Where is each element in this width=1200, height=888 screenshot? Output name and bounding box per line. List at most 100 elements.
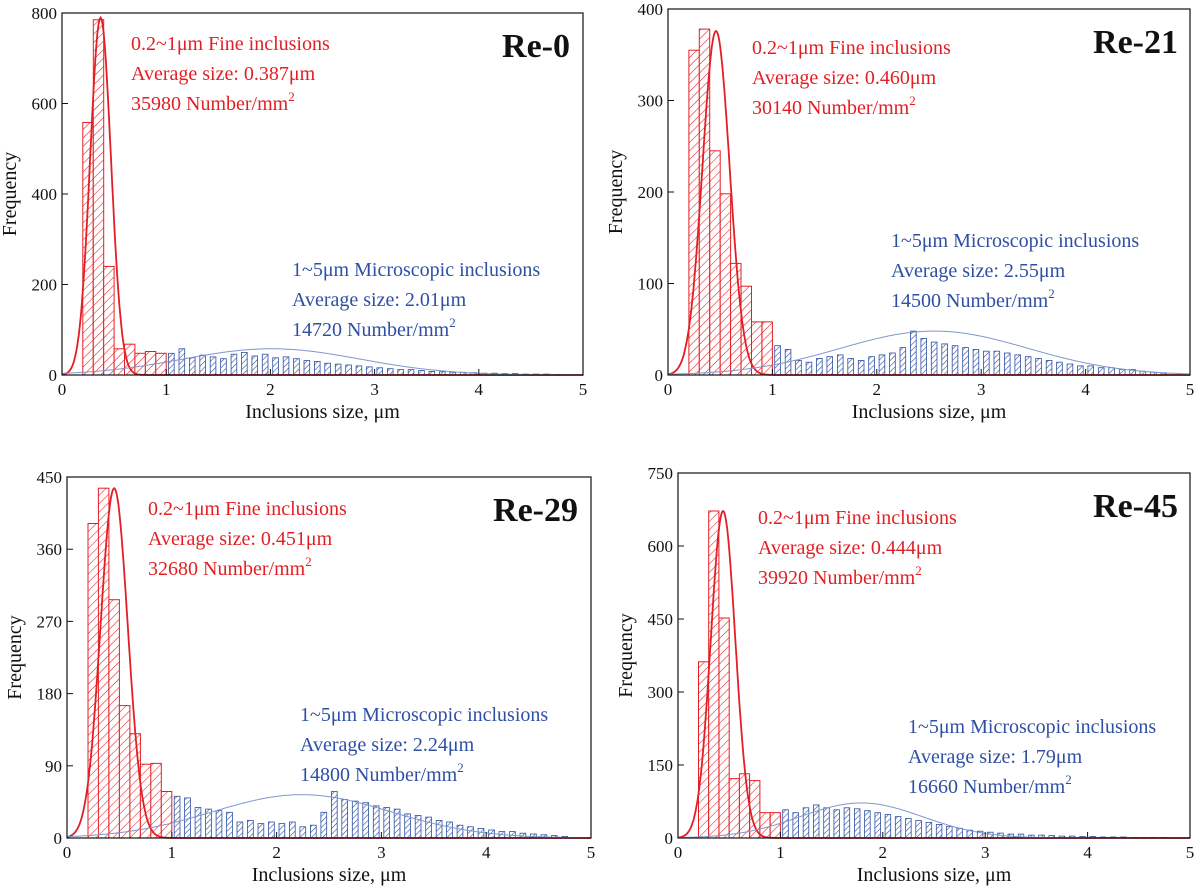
y-tick-label: 360 (37, 540, 63, 559)
x-tick-label: 4 (1081, 380, 1090, 399)
y-tick-label: 180 (37, 685, 63, 704)
fine-bar (769, 812, 781, 839)
micro-bar (268, 821, 275, 839)
micro-bar (946, 825, 953, 839)
micro-bar (826, 356, 834, 376)
micro-annotation-density-value: 14800 Number/mm (300, 764, 458, 786)
x-tick-label: 0 (58, 380, 67, 399)
x-tick-label: 4 (1083, 843, 1092, 862)
y-tick-label: 100 (638, 275, 664, 294)
micro-annotation-density: 14800 Number/mm2 (300, 760, 464, 786)
x-tick-label: 1 (162, 380, 171, 399)
y-axis-label: Frequency (0, 152, 21, 236)
fine-annotation-average-size: Average size: 0.444μm (758, 537, 943, 559)
fine-annotation-density: 39920 Number/mm2 (758, 563, 922, 589)
x-tick-label: 4 (482, 843, 491, 862)
micro-bar (173, 795, 181, 839)
micro-annotation-density-exponent: 2 (1065, 772, 1072, 787)
micro-bar (905, 818, 912, 839)
y-tick-label: 600 (32, 95, 58, 114)
micro-bar (236, 821, 244, 839)
micro-bar (446, 821, 453, 839)
micro-annotation-density-exponent: 2 (457, 760, 464, 775)
x-tick-label: 3 (977, 380, 986, 399)
x-axis-label: Inclusions size, μm (245, 401, 400, 423)
micro-bar (226, 811, 233, 839)
micro-bar (1045, 359, 1053, 376)
micro-bar (1056, 361, 1063, 376)
chart-panel-re-21: 0 1 2 3 4 5 0 100 200 300 400 Inclusions size, μm Fr… (605, 0, 1194, 423)
micro-bar (272, 357, 279, 376)
micro-bar (1024, 356, 1032, 376)
micro-bar (1087, 365, 1095, 376)
micro-annotation-density-value: 16660 Number/mm (908, 776, 1066, 798)
micro-bar (951, 345, 959, 376)
x-tick-label: 5 (1186, 843, 1195, 862)
fine-bar (718, 617, 730, 839)
micro-bar (823, 807, 830, 839)
micro-bar (199, 354, 206, 376)
micro-bar (857, 359, 865, 376)
fine-annotation-density-exponent: 2 (305, 554, 312, 569)
fine-bar (719, 193, 732, 376)
x-tick-label: 2 (873, 380, 882, 399)
micro-bar (303, 360, 311, 376)
micro-annotation-density: 16660 Number/mm2 (908, 772, 1072, 798)
micro-bar (1066, 363, 1074, 376)
micro-bar (837, 354, 844, 376)
x-tick-label: 0 (674, 843, 683, 862)
y-tick-label: 0 (49, 366, 58, 385)
micro-bar (1077, 365, 1084, 376)
y-axis-label: Frequency (615, 613, 637, 697)
micro-bar (477, 828, 485, 839)
micro-bar (972, 348, 980, 376)
micro-bar (935, 824, 943, 839)
micro-bar (435, 820, 443, 839)
y-tick-label: 600 (648, 537, 674, 556)
micro-bar (983, 350, 990, 376)
micro-bar (915, 820, 922, 839)
micro-bar (345, 364, 352, 376)
micro-bar (215, 810, 223, 839)
fine-bar (738, 773, 751, 839)
micro-annotation-density: 14500 Number/mm2 (891, 286, 1055, 312)
fine-annotation-title: 0.2~1μm Fine inclusions (131, 33, 330, 55)
micro-bar (324, 362, 331, 376)
fine-annotation-title: 0.2~1μm Fine inclusions (148, 498, 347, 520)
x-tick-label: 1 (168, 843, 177, 862)
x-tick-label: 5 (587, 843, 596, 862)
fine-annotation-title: 0.2~1μm Fine inclusions (758, 507, 957, 529)
micro-bar (355, 365, 363, 376)
fine-annotation-density-value: 32680 Number/mm (148, 558, 306, 580)
micro-bar (956, 827, 963, 839)
fine-bar (113, 348, 125, 376)
fine-bar (688, 49, 700, 376)
fine-annotation-average-size: Average size: 0.387μm (131, 63, 316, 85)
fine-annotation-average-size: Average size: 0.460μm (752, 67, 937, 89)
fine-annotation-density: 30140 Number/mm2 (752, 93, 916, 119)
micro-bar (288, 821, 296, 839)
fine-annotation-density-exponent: 2 (909, 93, 916, 108)
y-tick-label: 90 (45, 757, 62, 776)
micro-bar (309, 824, 317, 839)
x-tick-label: 3 (981, 843, 990, 862)
micro-bar (334, 363, 342, 376)
y-tick-label: 0 (655, 366, 664, 385)
micro-bar (993, 350, 1001, 376)
micro-bar (884, 814, 892, 839)
micro-annotation-average-size: Average size: 2.55μm (891, 260, 1066, 282)
micro-bar (376, 367, 383, 376)
panel-title: Re-45 (1093, 488, 1178, 525)
micro-bar (313, 360, 321, 376)
micro-bar (278, 823, 286, 839)
fine-annotation-density-value: 39920 Number/mm (758, 567, 916, 589)
fine-annotation-title: 0.2~1μm Fine inclusions (752, 37, 951, 59)
fine-bar (118, 705, 131, 839)
fine-bar (97, 487, 110, 839)
micro-bar (366, 366, 373, 376)
micro-bar (209, 356, 217, 376)
fine-bar (134, 352, 146, 376)
micro-bar (962, 347, 969, 376)
fine-bar (730, 262, 742, 376)
y-axis-label: Frequency (4, 615, 26, 699)
